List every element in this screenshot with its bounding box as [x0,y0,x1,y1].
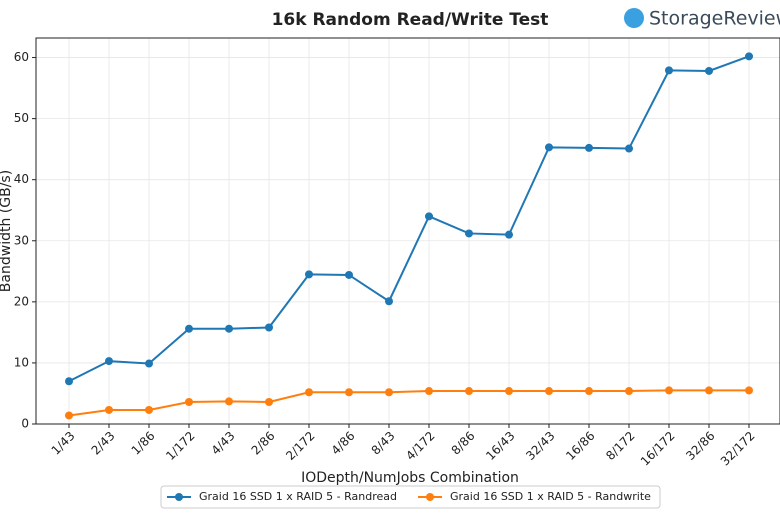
point [545,143,553,152]
point [625,144,633,153]
point [465,229,473,238]
point [585,143,593,152]
point [505,387,513,396]
point [425,212,433,221]
x-tick-label: 32/43 [523,429,557,463]
series-line [68,55,750,383]
point [305,270,313,279]
point [705,386,713,395]
x-tick-label: 2/172 [283,429,317,463]
x-tick-label: 16/43 [483,429,517,463]
y-tick-label: 60 [14,50,29,64]
logo-icon [624,8,644,28]
x-tick-label: 1/172 [163,429,197,463]
legend-marker [175,493,183,501]
point [265,398,273,407]
legend-label: Graid 16 SSD 1 x RAID 5 - Randwrite [450,490,651,503]
x-tick-label: 32/172 [718,429,758,469]
x-tick-label: 2/43 [89,429,118,458]
x-axis-label: IODepth/NumJobs Combination [301,470,519,486]
point [545,387,553,396]
point [105,357,113,366]
point [145,405,153,414]
y-tick-label: 50 [14,111,29,125]
y-tick-label: 10 [14,355,29,369]
legend-label: Graid 16 SSD 1 x RAID 5 - Randread [199,490,397,503]
x-tick-label: 8/86 [449,429,478,458]
x-tick-label: 1/86 [129,429,158,458]
point [665,386,673,395]
x-tick-label: 32/86 [683,429,717,463]
point [385,388,393,397]
y-tick-label: 30 [14,233,29,247]
y-tick-label: 0 [21,417,29,431]
x-tick-label: 16/172 [638,429,678,469]
point [105,405,113,414]
chart-title: 16k Random Read/Write Test [272,10,549,30]
logo: StorageReview [649,8,780,30]
point [465,387,473,396]
x-tick-label: 8/43 [369,429,398,458]
point [505,230,513,239]
x-tick-label: 4/43 [209,429,238,458]
point [265,323,273,332]
y-tick-label: 20 [14,294,29,308]
plot-frame [35,37,780,425]
point [745,386,753,395]
point [225,397,233,406]
point [345,388,353,397]
x-tick-label: 2/86 [249,429,278,458]
point [665,66,673,75]
point [185,398,193,407]
series-line [68,389,749,417]
point [345,270,353,279]
x-tick-label: 1/43 [49,429,78,458]
x-tick-label: 16/86 [563,429,597,463]
x-tick-label: 4/172 [403,429,437,463]
y-tick-label: 40 [14,172,29,186]
point [305,388,313,397]
point [425,387,433,396]
point [65,411,73,420]
point [185,324,193,333]
y-axis-label: Bandwidth (GB/s) [0,170,14,292]
x-tick-label: 4/86 [329,429,358,458]
point [745,52,753,61]
point [585,387,593,396]
point [65,377,73,386]
point [625,387,633,396]
legend-box [160,485,661,509]
legend: Graid 16 SSD 1 x RAID 5 - Randread Graid … [160,485,661,509]
x-tick-label: 8/172 [603,429,637,463]
point [705,66,713,75]
point [145,359,153,368]
legend-marker [426,493,434,501]
point [385,297,393,306]
point [225,324,233,333]
